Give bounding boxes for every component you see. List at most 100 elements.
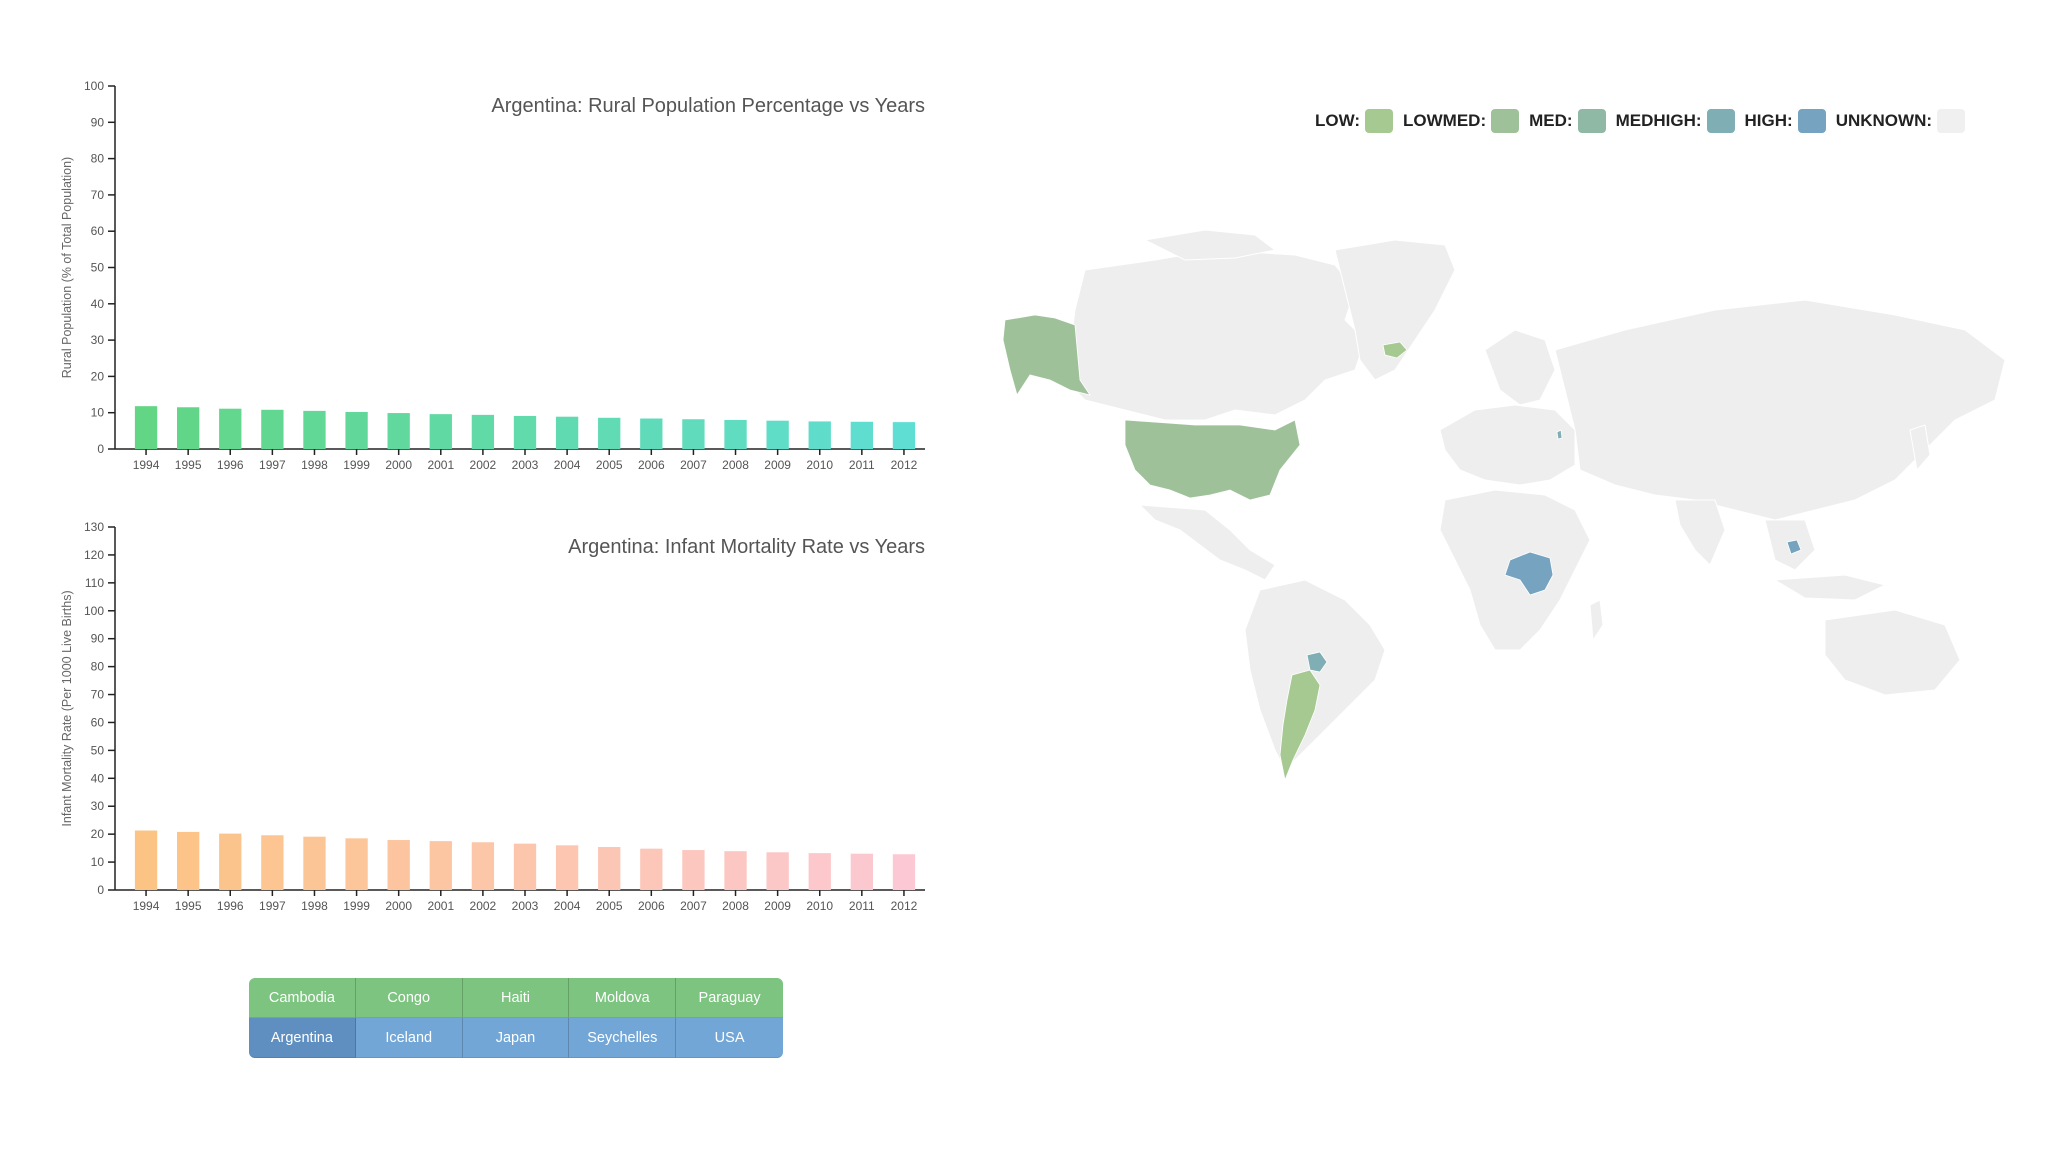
map-land — [1064, 230, 2006, 771]
mortality-x-tick-label: 1998 — [301, 899, 328, 913]
map-asia — [1554, 299, 2006, 521]
mortality-y-tick-label: 130 — [84, 520, 104, 534]
rural-title: Argentina: Rural Population Percentage v… — [491, 95, 925, 117]
rural-bar — [345, 411, 368, 449]
rural-y-tick-label: 70 — [91, 188, 105, 202]
rural-bar — [724, 419, 747, 449]
rural-bar — [303, 410, 326, 449]
rural-bar — [219, 408, 242, 449]
rural-bar — [766, 420, 789, 449]
mortality-y-tick-label: 40 — [91, 771, 105, 785]
mortality-x-tick-label: 1994 — [133, 899, 160, 913]
mortality-y-tick-label: 100 — [84, 604, 104, 618]
legend-item: MEDHIGH: — [1616, 109, 1735, 133]
legend-swatch — [1797, 109, 1826, 133]
rural-x-tick-label: 2003 — [512, 458, 539, 472]
legend-swatch — [1937, 109, 1966, 133]
rural-y-tick-label: 40 — [91, 297, 105, 311]
rural-bar — [850, 421, 873, 449]
legend-label: HIGH: — [1744, 111, 1793, 130]
world-map[interactable] — [975, 230, 2020, 920]
map-madagascar — [1589, 599, 1604, 642]
mortality-y-tick-label: 10 — [91, 855, 105, 869]
map-mexico — [1138, 504, 1276, 581]
legend-label: MEDHIGH: — [1615, 111, 1702, 130]
map-scandinavia — [1484, 329, 1556, 406]
rural-x-tick-label: 1999 — [343, 458, 370, 472]
mortality-bar — [598, 846, 621, 890]
legend-label: MED: — [1529, 111, 1573, 130]
mortality-bar — [513, 843, 537, 890]
legend-swatch — [1706, 109, 1735, 133]
map-moldova — [1556, 429, 1563, 440]
country-button-cambodia[interactable]: Cambodia — [249, 978, 356, 1018]
country-button-paraguay[interactable]: Paraguay — [676, 978, 783, 1018]
rural-x-tick-label: 2006 — [638, 458, 665, 472]
rural-y-tick-label: 60 — [91, 224, 105, 238]
mortality-bar — [724, 851, 747, 890]
mortality-bar — [682, 850, 705, 890]
rural-x-tick-label: 1998 — [301, 458, 328, 472]
legend-swatch — [1491, 109, 1520, 133]
rural-bar — [261, 409, 284, 449]
rural-x-tick-label: 1994 — [133, 458, 160, 472]
mortality-y-tick-label: 70 — [91, 688, 105, 702]
rural-x-tick-label: 2010 — [806, 458, 833, 472]
country-button-iceland[interactable]: Iceland — [355, 1018, 463, 1058]
rural-x-tick-label: 2005 — [596, 458, 623, 472]
mortality-bar — [808, 853, 831, 890]
mortality-bar — [555, 845, 579, 890]
legend-swatch — [1365, 109, 1394, 133]
mortality-x-tick-label: 2011 — [849, 899, 875, 913]
rural-y-tick-label: 50 — [91, 261, 105, 275]
rural-x-tick-label: 2004 — [554, 458, 581, 472]
mortality-y-tick-label: 120 — [84, 548, 104, 562]
rural-y-tick-label: 10 — [91, 406, 105, 420]
rural-x-tick-label: 1996 — [217, 458, 244, 472]
mortality-x-tick-label: 1997 — [259, 899, 286, 913]
country-button-usa[interactable]: USA — [676, 1018, 783, 1058]
map-alaska — [1002, 314, 1091, 396]
map-australia — [1824, 609, 1961, 696]
mortality-x-tick-label: 2006 — [638, 899, 665, 913]
rural-x-tick-label: 2011 — [849, 458, 875, 472]
country-button-congo[interactable]: Congo — [355, 978, 463, 1018]
legend-item: LOWMED: — [1403, 109, 1520, 133]
mortality-bar — [261, 835, 284, 890]
rural-bar — [808, 421, 831, 449]
mortality-bar — [219, 833, 242, 890]
country-button-japan[interactable]: Japan — [462, 1018, 570, 1058]
rural-x-tick-label: 1995 — [175, 458, 202, 472]
mortality-y-tick-label: 0 — [97, 883, 104, 897]
rural-y-tick-label: 90 — [91, 115, 105, 129]
rural-bar — [640, 418, 663, 449]
rural-bar — [598, 417, 621, 449]
country-button-haiti[interactable]: Haiti — [462, 978, 570, 1018]
country-button-seychelles[interactable]: Seychelles — [569, 1018, 677, 1058]
rural-x-tick-label: 2001 — [427, 458, 454, 472]
mortality-y-tick-label: 110 — [85, 576, 104, 590]
rural-bar — [387, 413, 410, 449]
rural-y-tick-label: 100 — [84, 79, 104, 93]
country-button-moldova[interactable]: Moldova — [569, 978, 677, 1018]
mortality-x-tick-label: 2010 — [806, 899, 833, 913]
mortality-bar — [345, 838, 368, 890]
rural-bar — [429, 414, 452, 449]
mortality-title: Argentina: Infant Mortality Rate vs Year… — [568, 536, 925, 558]
map-arctic-islands — [1143, 230, 1277, 261]
mortality-x-tick-label: 1995 — [175, 899, 202, 913]
mortality-y-tick-label: 60 — [91, 715, 105, 729]
mortality-y-tick-label: 30 — [91, 799, 105, 813]
mortality-x-tick-label: 2004 — [554, 899, 581, 913]
country-button-argentina[interactable]: Argentina — [249, 1018, 356, 1058]
mortality-bar — [892, 854, 916, 890]
mortality-bar — [387, 840, 410, 890]
mortality-bar — [471, 842, 495, 890]
mortality-x-tick-label: 2003 — [512, 899, 539, 913]
mortality-bar — [303, 836, 326, 890]
rural-x-tick-label: 1997 — [259, 458, 286, 472]
rural-bar — [892, 422, 916, 449]
legend-item: MED: — [1529, 109, 1606, 133]
map-europe — [1439, 404, 1576, 486]
